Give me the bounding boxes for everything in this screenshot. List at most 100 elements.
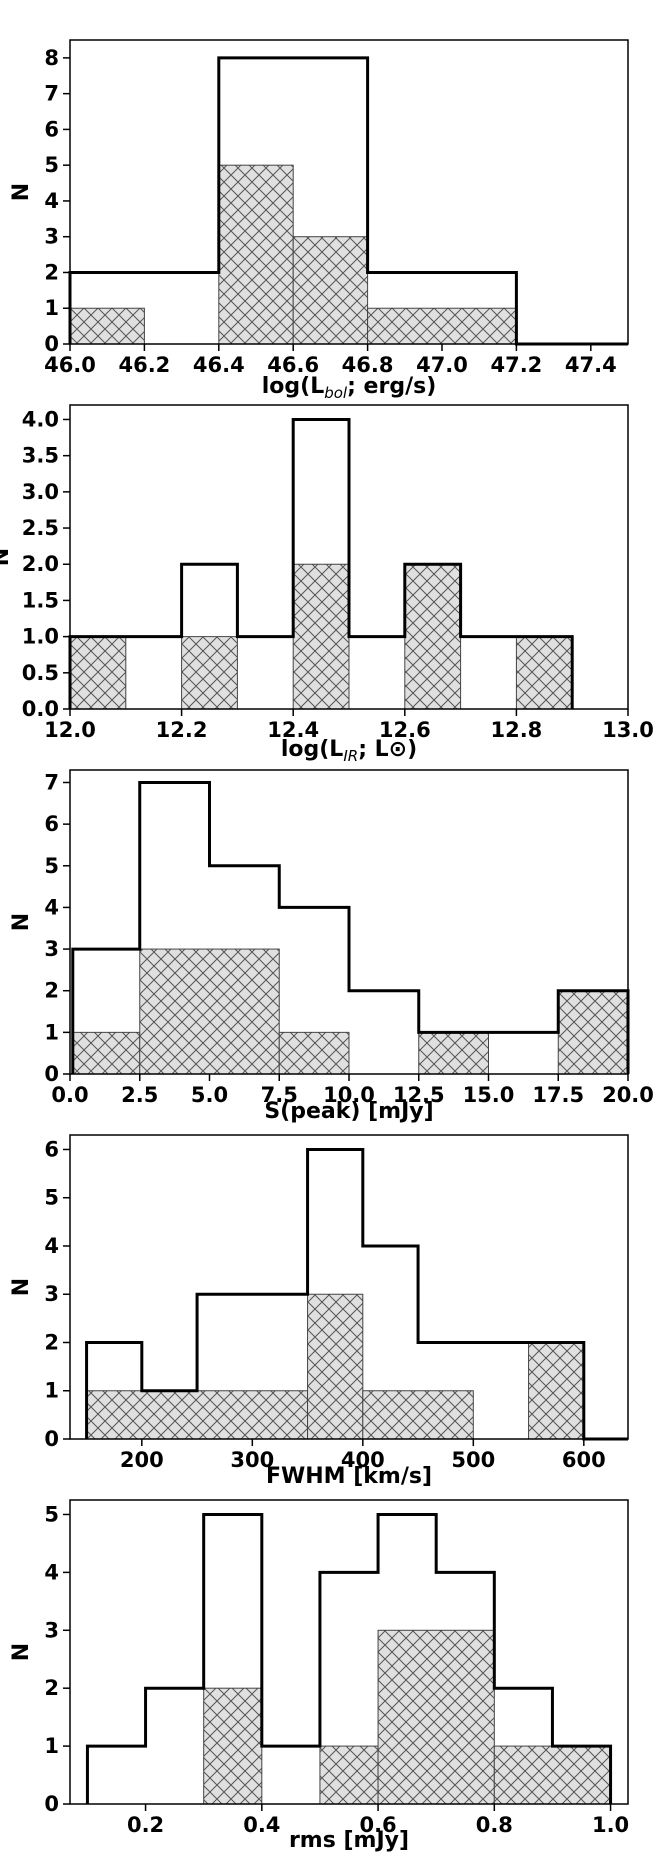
histogram-panel-4: 200 300 400 500 600 0 1 2 3 4 5 6 FWHM [km/s] N bbox=[9, 1134, 629, 1489]
x-tick-label: 13.0 bbox=[602, 718, 654, 742]
hatched-bar bbox=[528, 1341, 585, 1440]
hatched-bar bbox=[307, 1293, 364, 1440]
x-tick-label: 47.4 bbox=[565, 353, 617, 377]
y-tick-label: 7 bbox=[44, 770, 59, 794]
y-tick-label: 2.5 bbox=[22, 516, 59, 540]
y-tick-label: 6 bbox=[44, 1137, 59, 1161]
x-axis-label: FWHM [km/s] bbox=[266, 1464, 432, 1489]
y-tick-label: 3.0 bbox=[22, 480, 59, 504]
x-tick-label: 200 bbox=[120, 1448, 164, 1472]
hatched-bar bbox=[319, 1745, 379, 1805]
hatched-bar bbox=[69, 307, 145, 345]
x-tick-label: 20.0 bbox=[602, 1083, 654, 1107]
x-tick-label: 1.0 bbox=[592, 1813, 629, 1837]
y-tick-label: 5 bbox=[44, 1502, 59, 1526]
x-tick-label: 46.2 bbox=[118, 353, 170, 377]
y-tick-label: 1 bbox=[44, 1020, 59, 1044]
y-tick-label: 1 bbox=[44, 1379, 59, 1403]
y-tick-label: 1 bbox=[44, 296, 59, 320]
y-tick-label: 3.5 bbox=[22, 444, 59, 468]
hatched-bar bbox=[418, 1031, 489, 1075]
y-tick-label: 3 bbox=[44, 225, 59, 249]
y-tick-label: 3 bbox=[44, 1282, 59, 1306]
step-outline-line bbox=[85, 1512, 613, 1804]
y-tick-label: 1.5 bbox=[22, 588, 59, 612]
y-tick-label: 4 bbox=[44, 1234, 59, 1258]
hatched-bar bbox=[218, 164, 294, 345]
x-tick-label: 0.4 bbox=[243, 1813, 280, 1837]
step-outline-line bbox=[71, 780, 630, 1074]
hatched-bar bbox=[367, 307, 517, 345]
y-tick-label: 4 bbox=[44, 1560, 59, 1584]
hatched-bar bbox=[515, 636, 573, 710]
y-tick-label: 1.0 bbox=[22, 625, 59, 649]
x-tick-label: 12.5 bbox=[393, 1083, 445, 1107]
x-tick-label: 46.4 bbox=[193, 353, 245, 377]
hatched-bar bbox=[493, 1745, 612, 1805]
histogram-panel-3: 0.0 2.5 5.0 7.5 10.0 12.5 15.0 17.5 20.0 0 1 2 3 4 5 6 7… bbox=[9, 769, 654, 1124]
histogram-panel-1: 46.0 46.2 46.4 46.6 46.8 47.0 47.2 47.4 0 1 2 3 4 5 6 7… bbox=[9, 39, 629, 402]
hatched-bar bbox=[139, 948, 280, 1075]
y-tick-label: 2.0 bbox=[22, 552, 59, 576]
x-tick-label: 47.0 bbox=[416, 353, 468, 377]
x-tick-label: 12.6 bbox=[379, 718, 431, 742]
y-tick-label: 4 bbox=[44, 895, 59, 919]
y-tick-label: 4 bbox=[44, 189, 59, 213]
x-axis-label: S(peak) [mJy] bbox=[264, 1099, 433, 1124]
y-axis-label: N bbox=[9, 913, 34, 931]
x-tick-label: 0.8 bbox=[476, 1813, 513, 1837]
panels-container: 46.0 46.2 46.4 46.6 46.8 47.0 47.2 47.4 0 1 2 3 4 5 6 7… bbox=[0, 39, 654, 1853]
axes-frame bbox=[69, 39, 629, 345]
x-tick-label: 46.8 bbox=[342, 353, 394, 377]
y-tick-label: 8 bbox=[44, 46, 59, 70]
x-tick-label: 0.6 bbox=[359, 1813, 396, 1837]
y-axis-label: N bbox=[9, 1278, 34, 1296]
axes-frame bbox=[69, 1134, 629, 1440]
step-outline-line bbox=[68, 417, 574, 709]
y-tick-label: 5 bbox=[44, 854, 59, 878]
x-tick-label: 12.0 bbox=[44, 718, 96, 742]
x-tick-label: 0.0 bbox=[51, 1083, 88, 1107]
x-tick-label: 500 bbox=[451, 1448, 495, 1472]
x-tick-label: 17.5 bbox=[532, 1083, 584, 1107]
y-tick-label: 2 bbox=[44, 979, 59, 1003]
axes-frame bbox=[69, 1499, 629, 1805]
y-tick-label: 0.5 bbox=[22, 661, 59, 685]
hatched-bar bbox=[377, 1629, 495, 1805]
x-tick-label: 2.5 bbox=[121, 1083, 158, 1107]
hatched-bar bbox=[362, 1390, 474, 1440]
hatched-bar bbox=[69, 636, 127, 710]
hatched-bar bbox=[557, 990, 629, 1075]
histogram-panel-5: 0.2 0.4 0.6 0.8 1.0 0 1 2 3 4 5 rms [mJy] N bbox=[9, 1499, 629, 1853]
y-tick-label: 6 bbox=[44, 117, 59, 141]
y-tick-label: 0 bbox=[44, 332, 59, 356]
hatched-bar bbox=[86, 1390, 309, 1440]
y-tick-label: 2 bbox=[44, 1330, 59, 1354]
axes-frame bbox=[69, 404, 629, 710]
x-tick-label: 46.0 bbox=[44, 353, 96, 377]
x-tick-label: 15.0 bbox=[463, 1083, 515, 1107]
y-tick-label: 0 bbox=[44, 1427, 59, 1451]
step-outline-line bbox=[68, 56, 628, 346]
y-tick-label: 2 bbox=[44, 1676, 59, 1700]
x-tick-label: 12.2 bbox=[156, 718, 208, 742]
step-outline-line bbox=[85, 1147, 628, 1441]
x-tick-label: 400 bbox=[341, 1448, 385, 1472]
x-axis-label: log(Lbol; erg/s) bbox=[262, 374, 437, 402]
y-tick-label: 2 bbox=[44, 260, 59, 284]
y-tick-label: 0 bbox=[44, 1062, 59, 1086]
histogram-panel-2: 12.0 12.2 12.4 12.6 12.8 13.0 0.0 0.5 1.0 1.5 2.0 2… bbox=[0, 404, 654, 765]
hatched-bar bbox=[181, 636, 238, 710]
x-tick-label: 5.0 bbox=[191, 1083, 228, 1107]
hatched-bar bbox=[292, 563, 350, 710]
hatched-bar bbox=[203, 1687, 263, 1805]
y-tick-label: 3 bbox=[44, 937, 59, 961]
y-tick-label: 0 bbox=[44, 1792, 59, 1816]
y-axis-label: N bbox=[9, 183, 34, 201]
hatched-bar bbox=[72, 1031, 141, 1075]
x-tick-label: 12.4 bbox=[267, 718, 319, 742]
x-tick-label: 12.8 bbox=[490, 718, 542, 742]
y-tick-label: 5 bbox=[44, 153, 59, 177]
x-tick-label: 46.6 bbox=[267, 353, 319, 377]
